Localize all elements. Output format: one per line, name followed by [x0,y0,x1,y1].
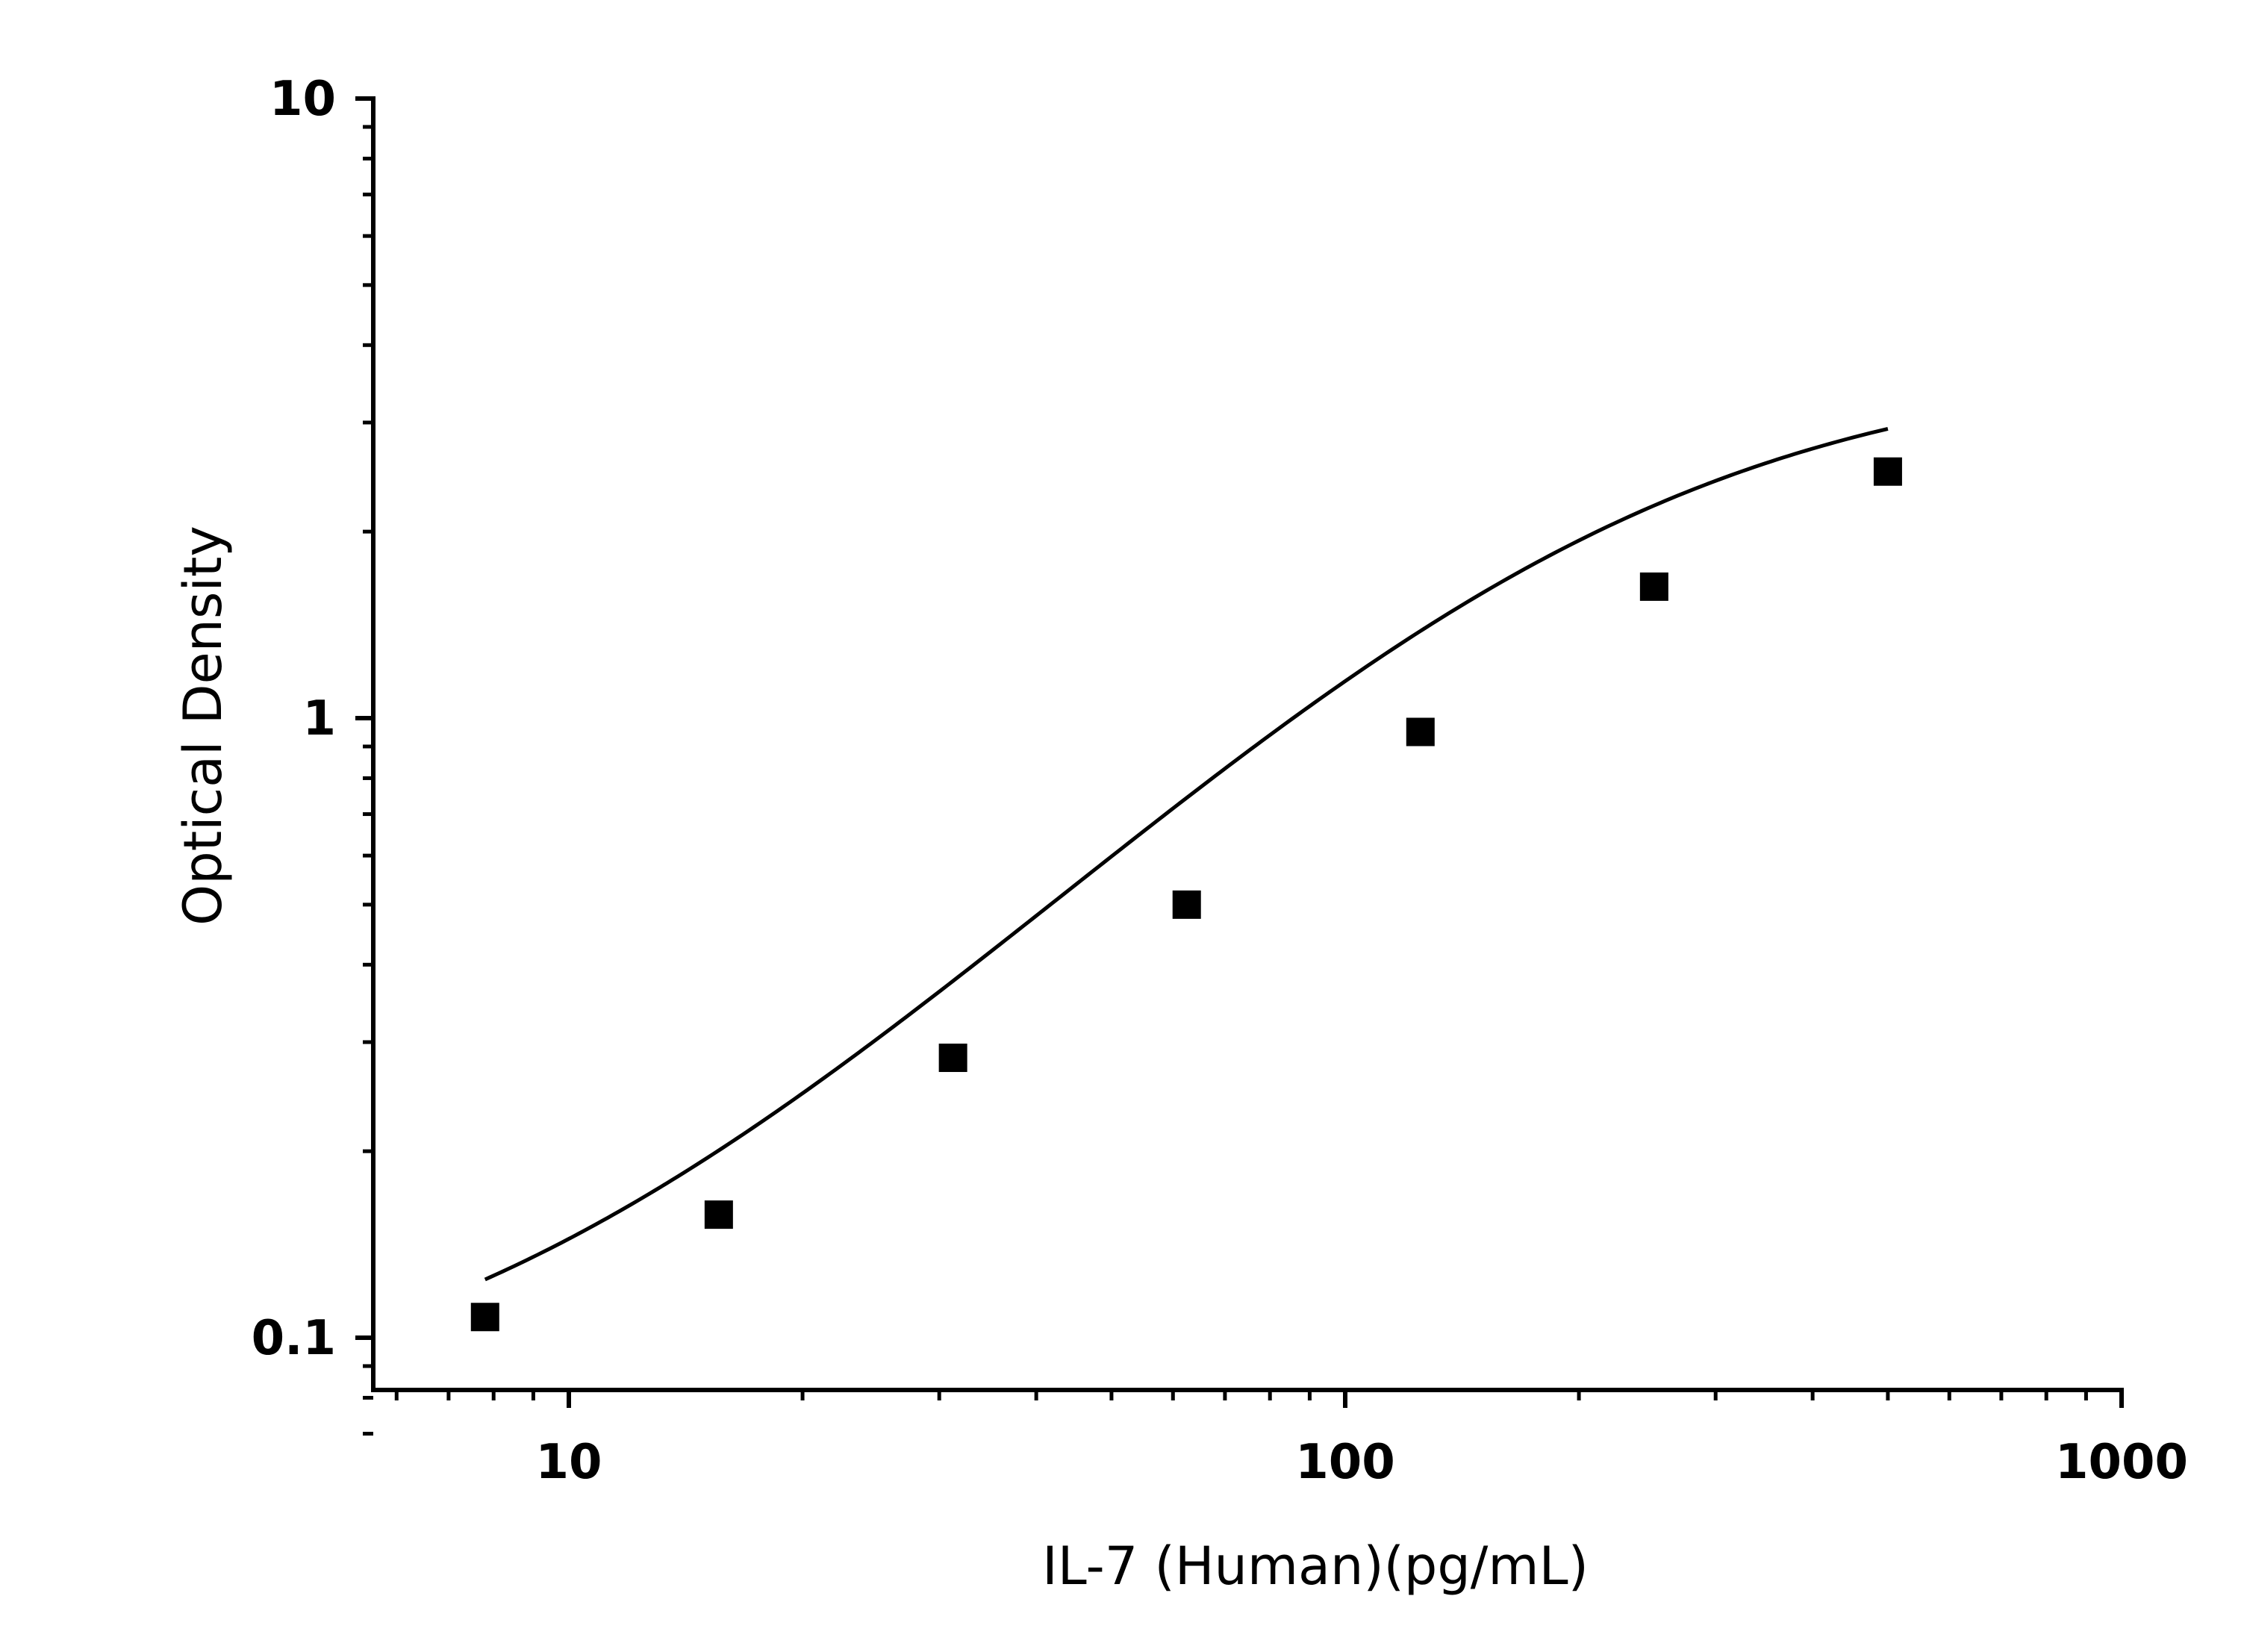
data-point [938,1044,967,1073]
y-tick-label: 0.1 [252,1311,336,1366]
data-point [1172,890,1201,919]
x-axis-title: IL-7 (Human)(pg/mL) [1042,1536,1589,1597]
data-point [1406,717,1435,746]
data-point [704,1200,733,1229]
x-tick-label: 100 [1295,1435,1395,1490]
x-tick-label: 10 [535,1435,602,1490]
y-axis-title: Optical Density [172,526,234,926]
minor-ticks [363,125,2088,1436]
y-tick-labels: 0.1 1 10 [252,72,336,1366]
y-tick-label: 1 [302,691,336,746]
x-tick-labels: 10 100 1000 [535,1435,2188,1490]
data-points [470,457,1902,1332]
data-point [1873,457,1902,486]
data-point [470,1303,499,1332]
data-point [1639,572,1668,601]
y-tick-label: 10 [269,72,336,127]
x-tick-label: 1000 [2055,1435,2188,1490]
major-ticks [355,96,2124,1408]
fit-curve [484,426,1889,1282]
